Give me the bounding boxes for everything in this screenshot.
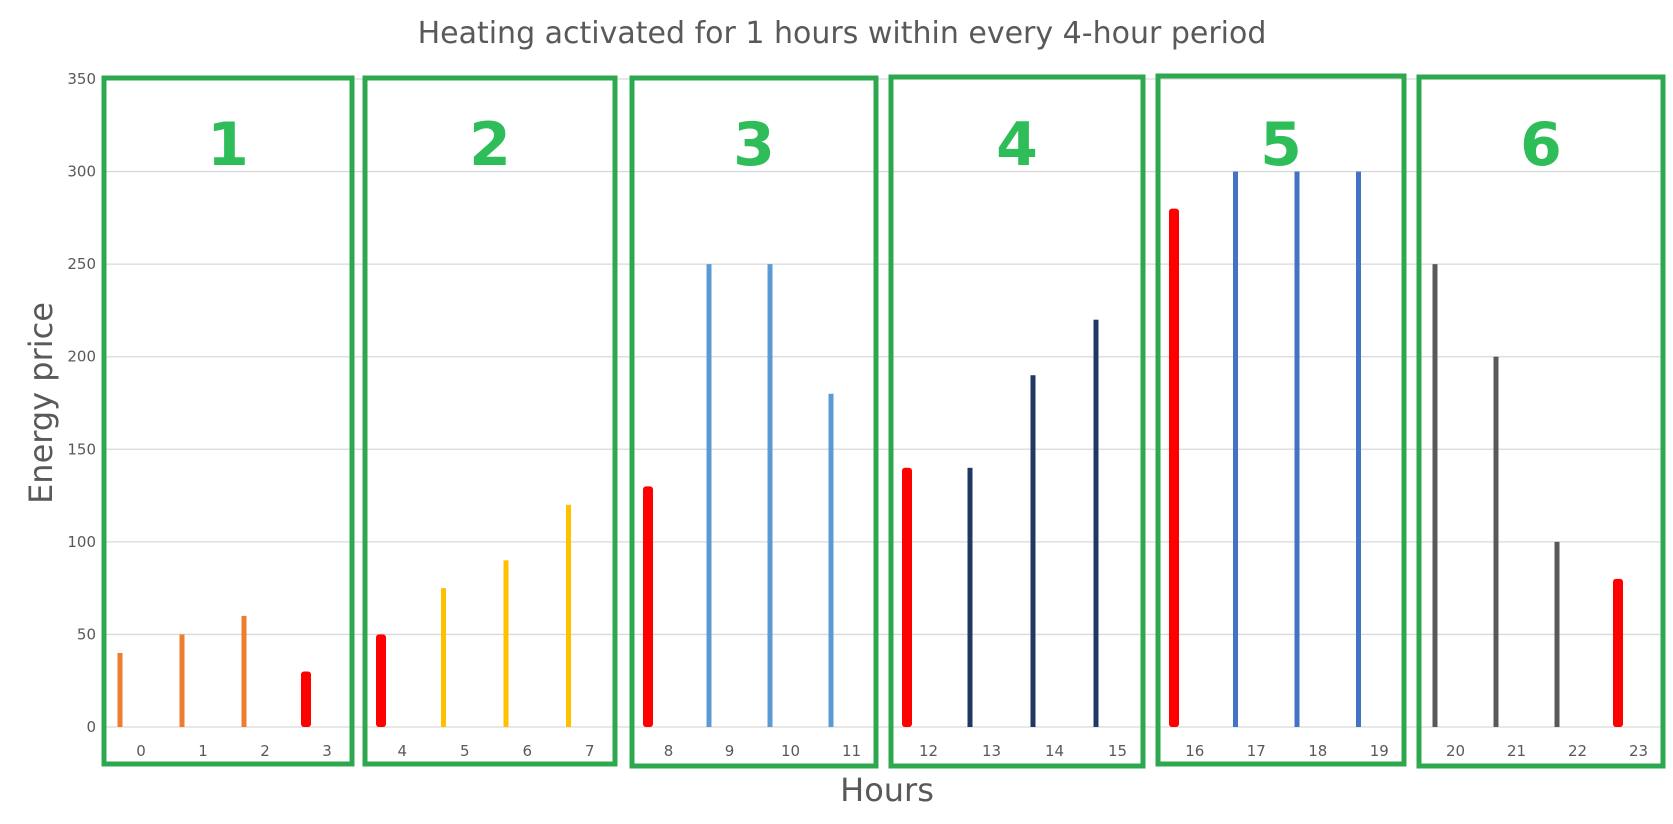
x-tick-label: 12 [919, 742, 938, 760]
x-tick-label: 15 [1108, 742, 1127, 760]
period-box-2 [362, 75, 618, 767]
x-tick-label: 6 [522, 742, 532, 760]
x-tick-label: 11 [842, 742, 861, 760]
bar-hour-19 [1356, 171, 1361, 728]
bar-hour-18 [1294, 171, 1300, 728]
x-tick-label: 14 [1045, 742, 1064, 760]
chart-title: Heating activated for 1 hours within eve… [418, 16, 1267, 51]
y-axis-title: Energy price [22, 302, 60, 504]
x-axis-title: Hours [840, 771, 934, 809]
x-tick-label: 8 [664, 742, 674, 760]
x-tick-label: 20 [1446, 742, 1465, 760]
bar-hour-15 [1093, 319, 1099, 727]
bar-hour-20 [1432, 264, 1438, 727]
x-axis-ticks: 0 1 2 3 4 5 6 7 8 9 10 11 12 13 14 15 16 17 18 19 20 21 22 23 [136, 742, 1648, 760]
bar-hour-17 [1233, 171, 1238, 728]
bar-hour-1 [179, 634, 185, 727]
x-tick-label: 21 [1507, 742, 1526, 760]
y-tick-label: 0 [86, 718, 96, 736]
bar-hour-5 [441, 588, 446, 727]
bar-hour-7 [566, 504, 571, 727]
period-box-1 [101, 75, 355, 767]
bar-activated-hour-4 [376, 634, 386, 727]
x-tick-label: 9 [725, 742, 735, 760]
period-box-6 [1416, 74, 1666, 769]
x-tick-label: 10 [781, 742, 800, 760]
period-label-4: 4 [996, 110, 1038, 180]
x-tick-label: 17 [1247, 742, 1266, 760]
period-box-4 [888, 74, 1146, 769]
period-label-1: 1 [207, 110, 249, 180]
bar-hour-0 [117, 652, 123, 727]
x-tick-label: 1 [198, 742, 208, 760]
bar-activated-hour-8 [643, 486, 653, 727]
x-tick-label: 0 [136, 742, 146, 760]
y-tick-label: 50 [77, 625, 96, 643]
bar-hour-9 [706, 264, 712, 727]
y-tick-label: 350 [67, 70, 96, 88]
x-tick-label: 7 [585, 742, 595, 760]
period-box-5 [1155, 73, 1407, 767]
bar-hour-6 [503, 560, 509, 727]
gridlines [103, 78, 1663, 728]
y-tick-label: 250 [67, 255, 96, 273]
bar-hour-22 [1554, 541, 1560, 727]
x-tick-label: 22 [1568, 742, 1587, 760]
bar-activated-hour-23 [1613, 578, 1623, 727]
x-tick-label: 13 [982, 742, 1001, 760]
x-tick-label: 19 [1370, 742, 1389, 760]
period-label-2: 2 [469, 110, 511, 180]
y-tick-label: 200 [67, 348, 96, 366]
bar-hour-14 [1030, 375, 1036, 727]
bar-activated-hour-3 [301, 671, 311, 727]
period-label-3: 3 [733, 110, 775, 180]
period-box-3 [629, 75, 879, 769]
bar-activated-hour-16 [1169, 208, 1179, 728]
x-tick-label: 18 [1308, 742, 1327, 760]
bar-hour-10 [767, 264, 773, 727]
y-tick-label: 150 [67, 440, 96, 458]
y-tick-label: 300 [67, 163, 96, 181]
x-tick-label: 16 [1185, 742, 1204, 760]
bar-hour-21 [1493, 356, 1499, 727]
x-tick-label: 2 [260, 742, 270, 760]
period-label-5: 5 [1260, 110, 1302, 180]
bars [117, 171, 1623, 728]
bar-hour-13 [967, 467, 973, 727]
x-tick-label: 23 [1629, 742, 1648, 760]
x-tick-label: 4 [397, 742, 407, 760]
bar-activated-hour-12 [902, 467, 912, 727]
x-tick-label: 3 [322, 742, 332, 760]
bar-hour-11 [828, 393, 834, 727]
y-tick-label: 100 [67, 533, 96, 551]
x-tick-label: 5 [460, 742, 470, 760]
period-label-6: 6 [1520, 110, 1562, 180]
bar-hour-2 [241, 615, 247, 727]
y-axis-ticks: 0 50 100 150 200 250 300 350 [67, 70, 96, 736]
